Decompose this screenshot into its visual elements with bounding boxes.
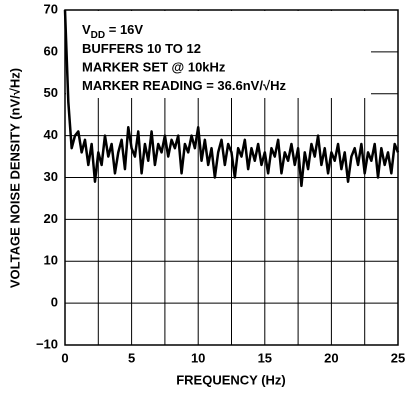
annotation: MARKER READING = 36.6nV/√Hz xyxy=(82,78,286,93)
y-axis-title: VOLTAGE NOISE DENSITY (nV/√Hz) xyxy=(7,68,22,288)
x-tick-label: 25 xyxy=(391,350,405,365)
x-axis-title: FREQUENCY (Hz) xyxy=(176,372,286,387)
x-tick-label: 0 xyxy=(61,350,68,365)
y-tick-label: 30 xyxy=(44,169,58,184)
y-tick-label: 50 xyxy=(44,85,58,100)
annotation-subscript: DD xyxy=(91,30,105,41)
annotation: VDD = 16V xyxy=(82,22,143,40)
annotation: MARKER SET @ 10kHz xyxy=(82,59,226,74)
noise-line xyxy=(63,9,400,188)
y-tick-label: 10 xyxy=(44,253,58,268)
y-tick-label: 70 xyxy=(44,1,58,16)
annotation: BUFFERS 10 TO 12 xyxy=(82,41,201,56)
y-tick-label: 60 xyxy=(44,43,58,58)
x-tick-label: 10 xyxy=(191,350,205,365)
y-tick-label: −10 xyxy=(36,336,58,351)
y-tick-label: 40 xyxy=(44,127,58,142)
annotation-text: V xyxy=(82,22,91,37)
annotation-text: = 16V xyxy=(105,22,143,37)
plot-frame xyxy=(64,9,399,346)
x-tick-label: 20 xyxy=(324,350,338,365)
x-tick-label: 5 xyxy=(128,350,135,365)
y-tick-label: 20 xyxy=(44,211,58,226)
x-tick-label: 15 xyxy=(258,350,272,365)
y-tick-label: 0 xyxy=(51,295,58,310)
annotation-box xyxy=(66,11,371,98)
